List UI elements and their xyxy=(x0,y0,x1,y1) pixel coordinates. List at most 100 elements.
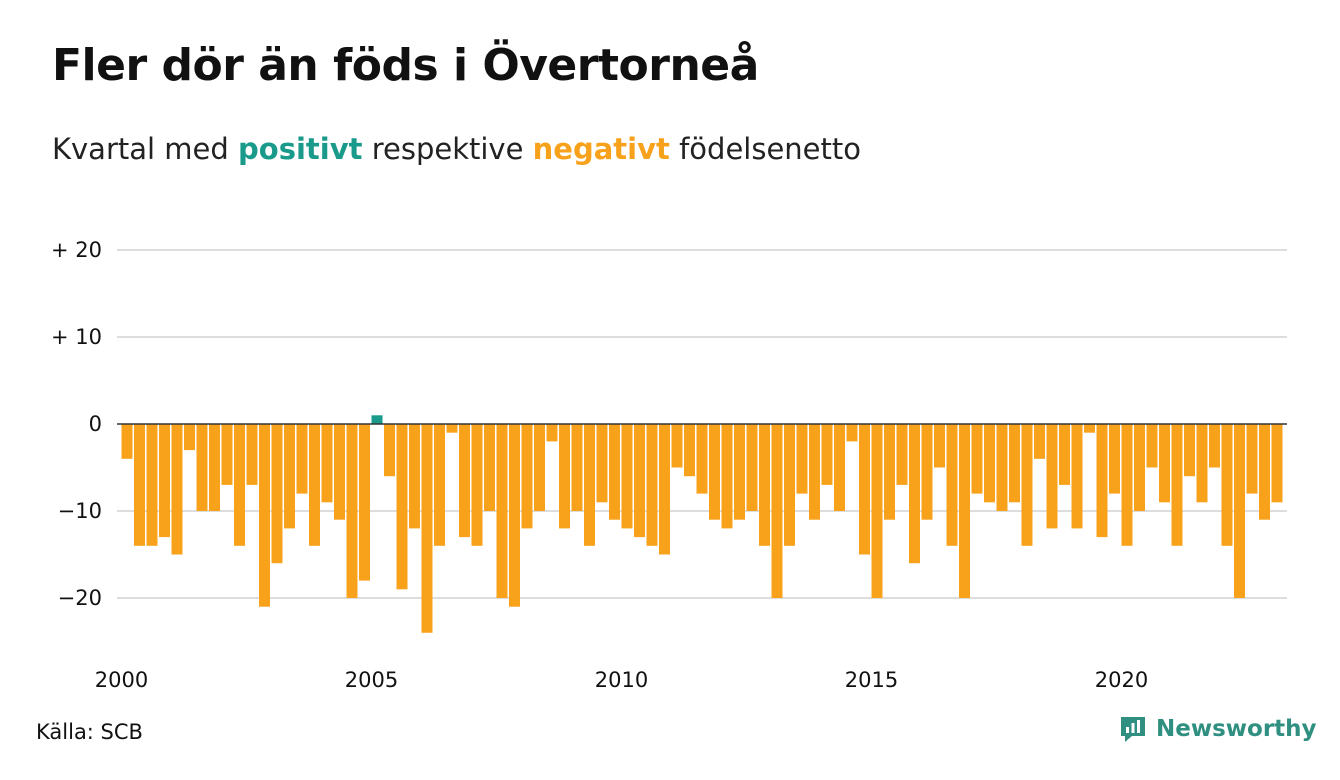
bar xyxy=(609,424,620,520)
bar xyxy=(1234,424,1245,598)
bar xyxy=(909,424,920,564)
bar xyxy=(921,424,933,520)
bar xyxy=(159,424,170,538)
bar xyxy=(321,424,333,503)
subtitle-text-middle: respektive xyxy=(362,132,533,166)
bar xyxy=(1259,424,1270,520)
bar xyxy=(659,424,670,555)
y-tick-label: −10 xyxy=(58,499,102,523)
bar xyxy=(721,424,733,529)
bar xyxy=(359,424,370,581)
bar xyxy=(946,424,958,546)
y-tick-label: + 10 xyxy=(51,325,102,349)
bar xyxy=(184,424,195,451)
bar xyxy=(221,424,233,485)
bar xyxy=(971,424,983,494)
bar xyxy=(371,415,383,424)
subtitle-text-end: födelsenetto xyxy=(669,132,861,166)
bar xyxy=(309,424,320,546)
bar xyxy=(796,424,808,494)
y-tick-label: + 20 xyxy=(51,238,102,262)
x-tick-label: 2005 xyxy=(345,668,398,692)
bar xyxy=(934,424,945,468)
bar xyxy=(1046,424,1058,529)
bar xyxy=(596,424,608,503)
x-tick-label: 2010 xyxy=(595,668,648,692)
bar xyxy=(1096,424,1108,538)
bar xyxy=(196,424,208,511)
bar xyxy=(1134,424,1145,511)
x-tick-label: 2020 xyxy=(1095,668,1148,692)
bar xyxy=(434,424,445,546)
bar xyxy=(1196,424,1208,503)
bar xyxy=(296,424,308,494)
subtitle-negative-word: negativt xyxy=(532,132,670,166)
x-tick-label: 2015 xyxy=(845,668,898,692)
bar xyxy=(384,424,395,477)
bar xyxy=(1059,424,1070,485)
bar xyxy=(1084,424,1095,433)
bar xyxy=(1159,424,1170,503)
subtitle-text-start: Kvartal med xyxy=(52,132,239,166)
bar xyxy=(771,424,783,598)
bar xyxy=(846,424,858,442)
x-tick-label: 2000 xyxy=(95,668,148,692)
bar xyxy=(621,424,633,529)
bar xyxy=(534,424,545,511)
bar xyxy=(821,424,833,485)
bar xyxy=(484,424,495,511)
bar xyxy=(559,424,570,529)
bar xyxy=(1146,424,1158,468)
newsworthy-logo-icon xyxy=(1121,717,1145,742)
bar xyxy=(209,424,220,511)
bar xyxy=(346,424,358,598)
bar xyxy=(446,424,458,433)
bar xyxy=(1109,424,1120,494)
bar xyxy=(259,424,270,607)
bar xyxy=(696,424,708,494)
bar xyxy=(271,424,283,564)
bar xyxy=(646,424,658,546)
bar xyxy=(1209,424,1220,468)
bar xyxy=(409,424,420,529)
bar xyxy=(459,424,470,538)
bar xyxy=(1121,424,1133,546)
bar xyxy=(684,424,695,477)
bar xyxy=(246,424,258,485)
bar xyxy=(334,424,345,520)
source-note: Källa: SCB xyxy=(36,720,143,744)
bar xyxy=(809,424,820,520)
chart-title: Fler dör än föds i Övertorneå xyxy=(52,40,759,91)
bar xyxy=(759,424,770,546)
y-tick-label: 0 xyxy=(89,412,102,436)
bar xyxy=(996,424,1008,511)
bar xyxy=(496,424,508,598)
bar xyxy=(709,424,720,520)
bar xyxy=(121,424,133,459)
bar xyxy=(859,424,870,555)
bar xyxy=(509,424,520,607)
bar xyxy=(1221,424,1233,546)
bar xyxy=(984,424,995,503)
y-tick-label: −20 xyxy=(58,586,102,610)
bar xyxy=(171,424,183,555)
bar xyxy=(571,424,583,511)
bar xyxy=(396,424,408,590)
bar xyxy=(546,424,558,442)
bar xyxy=(1021,424,1033,546)
bar xyxy=(746,424,758,511)
bar xyxy=(1034,424,1045,459)
bar xyxy=(234,424,245,546)
bar xyxy=(1271,424,1283,503)
bar xyxy=(1009,424,1020,503)
bar xyxy=(134,424,145,546)
bar xyxy=(871,424,883,598)
bar xyxy=(834,424,845,511)
bar xyxy=(734,424,745,520)
bar xyxy=(884,424,895,520)
bar xyxy=(521,424,533,529)
bar xyxy=(1171,424,1183,546)
bar xyxy=(671,424,683,468)
subtitle-positive-word: positivt xyxy=(238,132,363,166)
